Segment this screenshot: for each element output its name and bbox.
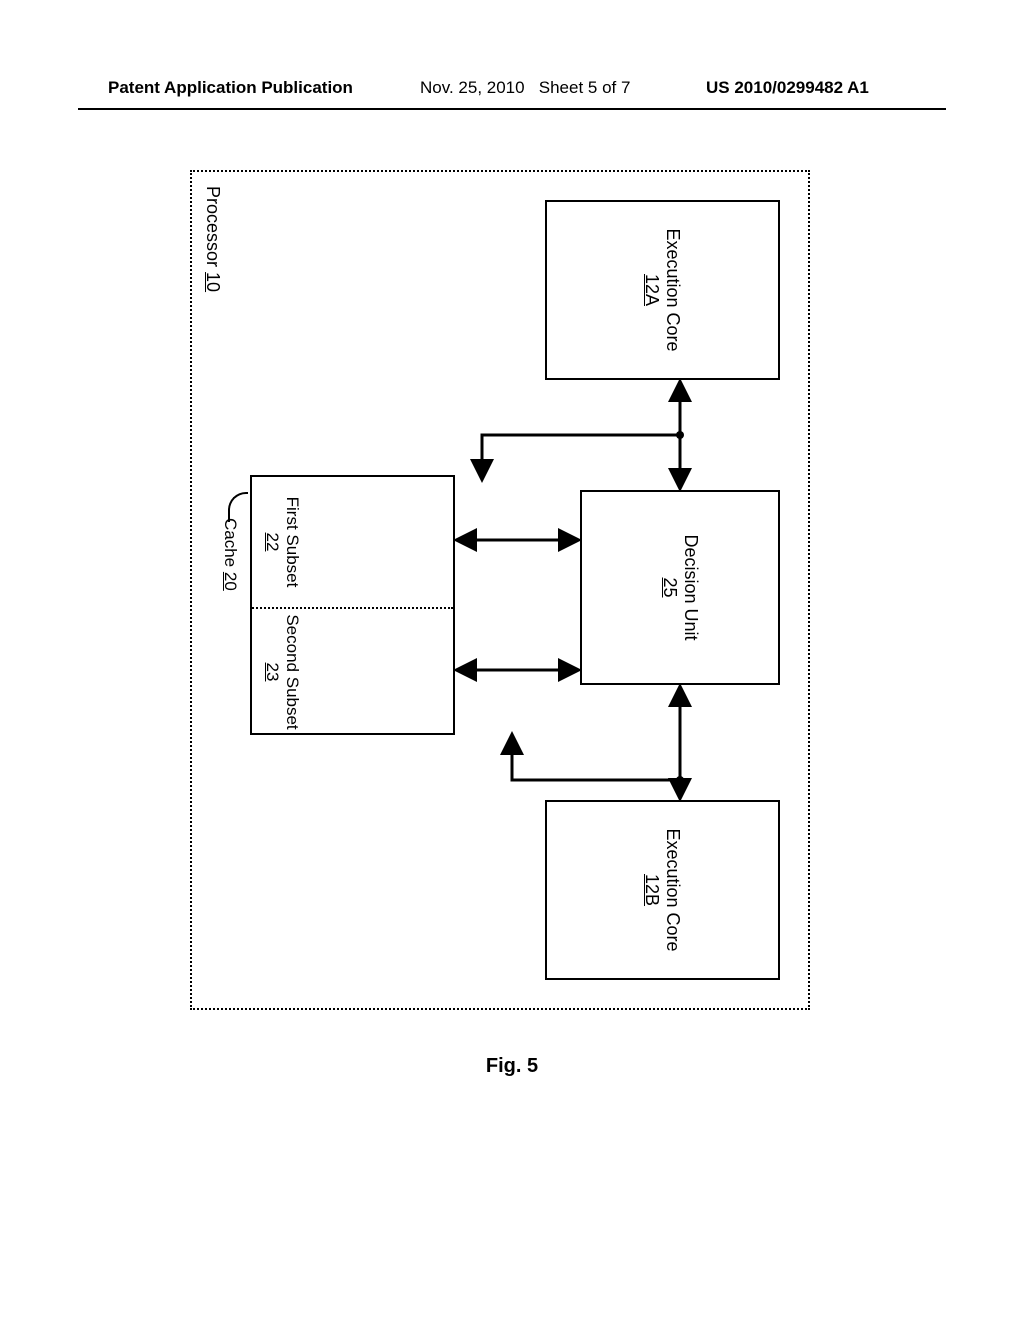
diagram-rotated-container: Processor 10 Execution Core 12A Executio… (65, 265, 905, 915)
execution-core-a: Execution Core 12A (545, 200, 780, 380)
cache-first-subset: First Subset 22 (262, 477, 302, 607)
header-mid: Nov. 25, 2010 Sheet 5 of 7 (420, 78, 630, 98)
header-right: US 2010/0299482 A1 (706, 78, 869, 98)
cache-second-num: 23 (263, 663, 282, 682)
core-a-text: Execution Core (663, 228, 684, 351)
core-b-num: 12B (642, 874, 663, 906)
cache-label-num: 20 (221, 572, 240, 591)
cache-label-text: Cache (221, 518, 240, 567)
cache-first-text: First Subset (283, 497, 302, 588)
cache-first-num: 22 (263, 533, 282, 552)
page-header: Patent Application Publication Nov. 25, … (0, 78, 1024, 108)
conn-coreB-secondsubset (447, 725, 682, 795)
cache-second-text: Second Subset (283, 614, 302, 729)
cache-second-subset: Second Subset 23 (262, 607, 302, 737)
header-sheet: Sheet 5 of 7 (539, 78, 631, 97)
header-rule (78, 108, 946, 110)
processor-label-text: Processor (203, 186, 223, 267)
processor-label-num: 10 (203, 272, 223, 292)
processor-label: Processor 10 (202, 186, 223, 292)
core-b-text: Execution Core (663, 828, 684, 951)
decision-num: 25 (659, 577, 680, 597)
cache-label: Cache 20 (220, 518, 240, 591)
conn-decision-secondsubset (455, 660, 580, 680)
header-date: Nov. 25, 2010 (420, 78, 525, 97)
page: Patent Application Publication Nov. 25, … (0, 0, 1024, 1320)
decision-unit: Decision Unit 25 (580, 490, 780, 685)
decision-text: Decision Unit (680, 534, 701, 640)
conn-decision-firstsubset (455, 530, 580, 550)
header-left: Patent Application Publication (108, 78, 353, 98)
diagram-inner: Processor 10 Execution Core 12A Executio… (160, 170, 810, 1010)
core-a-num: 12A (642, 274, 663, 306)
execution-core-b: Execution Core 12B (545, 800, 780, 980)
conn-coreA-firstsubset (447, 425, 682, 485)
figure-caption: Fig. 5 (486, 1055, 538, 1078)
cache-box: First Subset 22 Second Subset 23 (250, 475, 455, 735)
